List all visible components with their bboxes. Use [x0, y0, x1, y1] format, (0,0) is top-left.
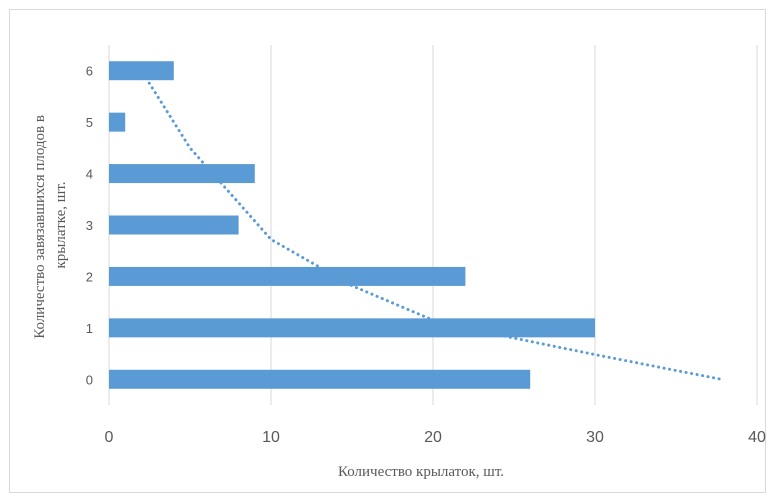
y-tick-6: 6	[86, 64, 93, 79]
y-tick-labels: 0 1 2 3 4 5 6	[86, 64, 93, 388]
x-tick-40: 40	[748, 429, 766, 446]
bar-6	[109, 61, 174, 81]
bar-4	[109, 164, 255, 184]
y-tick-1: 1	[86, 321, 93, 336]
x-tick-labels: 0 10 20 30 40	[105, 429, 766, 446]
x-tick-30: 30	[586, 429, 604, 446]
bar-0	[109, 369, 531, 389]
x-tick-20: 20	[424, 429, 442, 446]
y-tick-2: 2	[86, 269, 93, 284]
chart-frame	[9, 9, 766, 493]
y-tick-4: 4	[86, 167, 93, 182]
y-axis-title-line-1: Количество завязавшихся плодов в	[32, 115, 48, 339]
x-axis-title: Количество крылаток, шт.	[338, 464, 504, 480]
bar-3	[109, 215, 239, 235]
trendline-path	[144, 76, 723, 381]
x-tick-0: 0	[105, 429, 114, 446]
x-tick-10: 10	[262, 429, 280, 446]
bar-1	[109, 318, 595, 338]
bar-2	[109, 266, 466, 286]
bar-5	[109, 112, 126, 132]
gridlines	[108, 45, 758, 405]
y-tick-5: 5	[86, 115, 93, 130]
trendline	[144, 76, 723, 381]
y-axis-title: Количество завязавшихся плодов в крылатк…	[32, 111, 69, 338]
y-axis-title-line-2: крылатке, шт.	[53, 182, 69, 269]
y-tick-0: 0	[86, 372, 93, 387]
y-tick-3: 3	[86, 218, 93, 233]
